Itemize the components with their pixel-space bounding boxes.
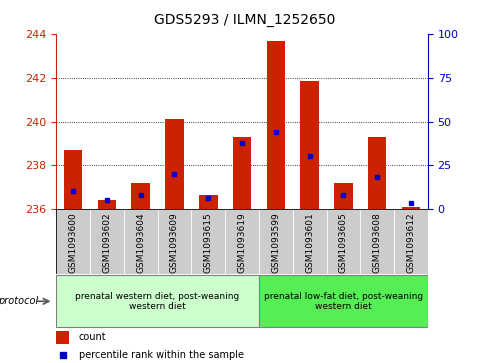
Text: GSM1093599: GSM1093599 [271, 212, 280, 273]
Text: GSM1093605: GSM1093605 [338, 212, 347, 273]
Bar [224, 209, 259, 274]
Bar [131, 183, 150, 209]
Bar [266, 41, 285, 209]
Text: prenatal low-fat diet, post-weaning
western diet: prenatal low-fat diet, post-weaning west… [264, 291, 422, 311]
Text: count: count [79, 333, 106, 342]
Text: percentile rank within the sample: percentile rank within the sample [79, 350, 243, 360]
Text: GSM1093619: GSM1093619 [237, 212, 246, 273]
Text: prenatal western diet, post-weaning
western diet: prenatal western diet, post-weaning west… [75, 291, 239, 311]
Bar [123, 209, 157, 274]
Bar [360, 209, 393, 274]
Bar [98, 200, 116, 209]
Text: GSM1093608: GSM1093608 [372, 212, 381, 273]
Text: GSM1093604: GSM1093604 [136, 212, 145, 273]
Bar [199, 195, 217, 209]
Bar [326, 209, 360, 274]
Bar [56, 275, 259, 327]
Bar [333, 183, 352, 209]
Text: GSM1093601: GSM1093601 [305, 212, 313, 273]
Text: protocol: protocol [0, 296, 38, 306]
Bar [401, 207, 419, 209]
Text: GSM1093600: GSM1093600 [68, 212, 78, 273]
Bar [259, 275, 427, 327]
Bar [191, 209, 224, 274]
Text: GSM1093615: GSM1093615 [203, 212, 212, 273]
Bar [259, 209, 292, 274]
Bar [56, 209, 90, 274]
Bar [157, 209, 191, 274]
Text: GDS5293 / ILMN_1252650: GDS5293 / ILMN_1252650 [154, 13, 334, 27]
Bar [165, 119, 183, 209]
Bar [393, 209, 427, 274]
Bar [367, 137, 386, 209]
Bar [90, 209, 123, 274]
Bar [232, 137, 251, 209]
Bar [292, 209, 326, 274]
Bar [300, 81, 318, 209]
Text: GSM1093612: GSM1093612 [406, 212, 415, 273]
Text: GSM1093609: GSM1093609 [170, 212, 179, 273]
Bar [64, 150, 82, 209]
Text: GSM1093602: GSM1093602 [102, 212, 111, 273]
Bar [56, 331, 69, 344]
